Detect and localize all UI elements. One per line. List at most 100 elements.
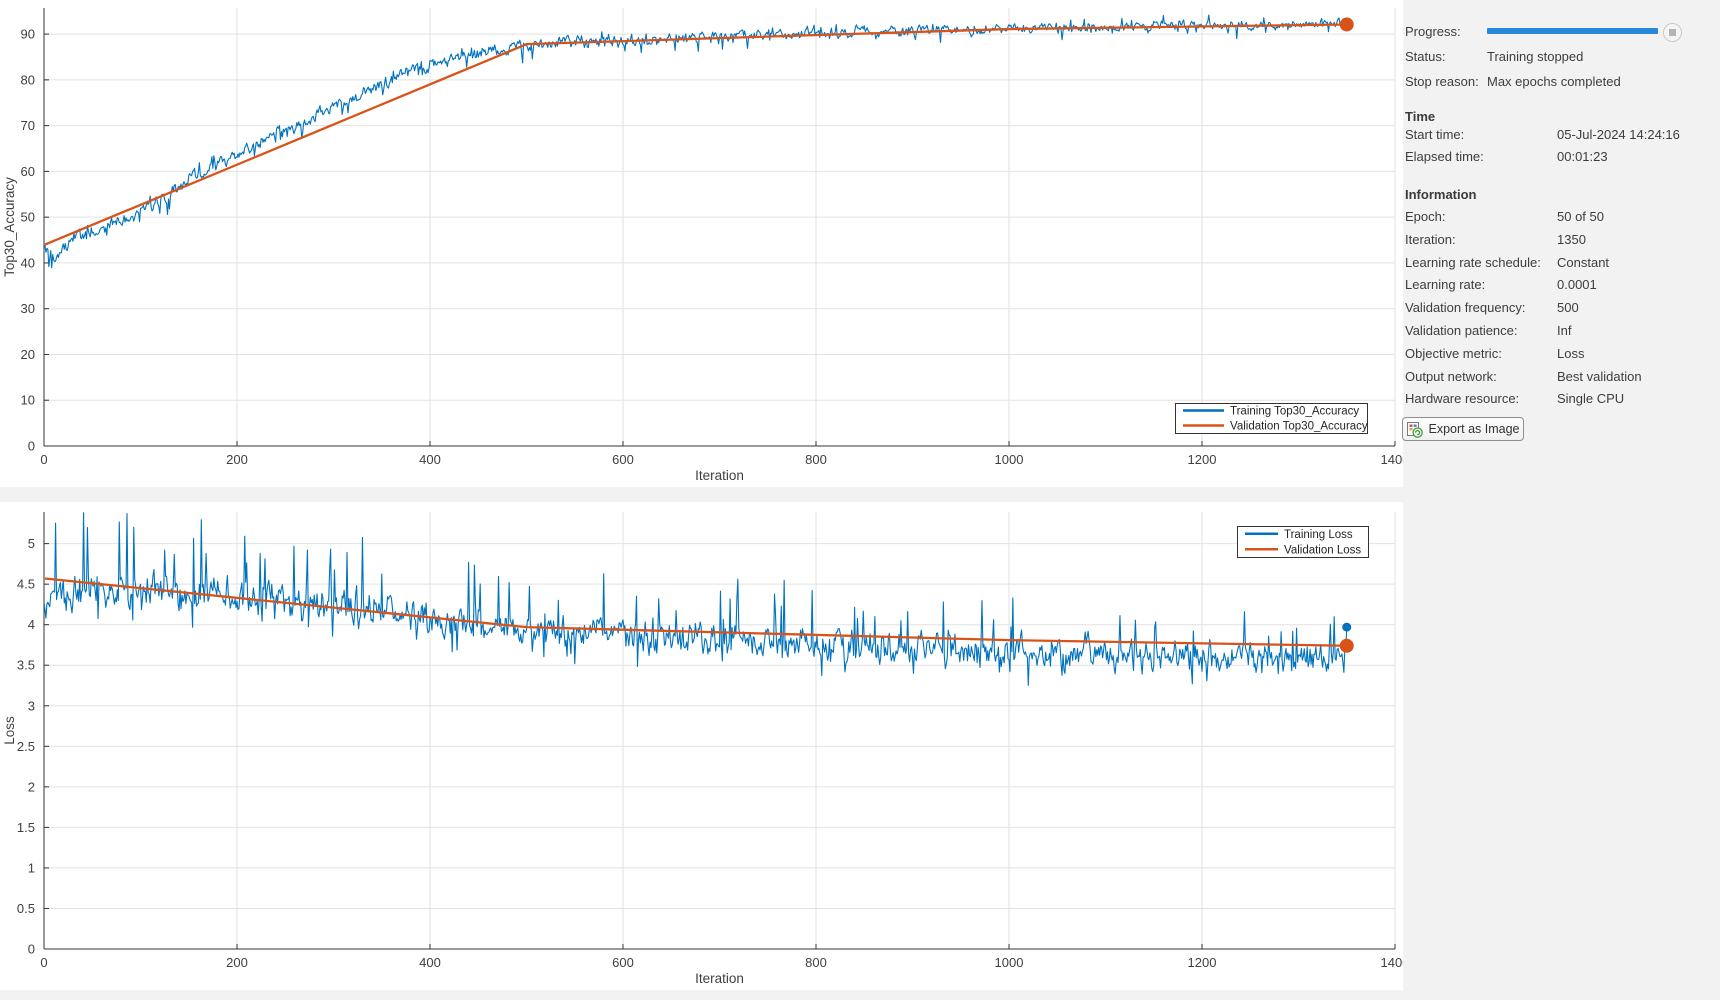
legend: Training Loss Validation Loss xyxy=(1237,526,1369,558)
stop-button[interactable] xyxy=(1663,23,1682,42)
information-value: Loss xyxy=(1557,345,1585,361)
time-value: 00:01:23 xyxy=(1557,149,1608,164)
progress-row: Progress: xyxy=(1405,24,1487,39)
information-section-heading: Information xyxy=(1405,187,1477,202)
svg-text:80: 80 xyxy=(21,72,35,87)
information-label: Iteration: xyxy=(1405,231,1456,247)
final-value-marker xyxy=(1339,638,1354,653)
information-value: Single CPU xyxy=(1557,391,1625,407)
svg-text:200: 200 xyxy=(226,452,248,467)
information-value: 0.0001 xyxy=(1557,277,1597,293)
svg-text:0: 0 xyxy=(40,955,47,970)
information-label: Learning rate schedule: xyxy=(1405,254,1541,270)
information-row: Validation frequency: 500 xyxy=(1405,300,1579,315)
information-row: Epoch: 50 of 50 xyxy=(1405,209,1604,224)
gridlines xyxy=(44,8,1396,446)
svg-text:3: 3 xyxy=(28,698,35,713)
svg-text:5: 5 xyxy=(28,536,35,551)
y-axis-label: Top30_Accuracy xyxy=(2,177,17,277)
status-row: Status: Training stopped xyxy=(1405,49,1583,64)
svg-text:1200: 1200 xyxy=(1188,955,1217,970)
information-label: Learning rate: xyxy=(1405,277,1486,293)
svg-text:800: 800 xyxy=(805,955,827,970)
x-axis-label: Iteration xyxy=(695,468,744,483)
svg-text:400: 400 xyxy=(419,452,441,467)
time-row: Start time: 05-Jul-2024 14:24:16 xyxy=(1405,127,1680,142)
svg-text:Validation Loss: Validation Loss xyxy=(1284,544,1361,556)
svg-text:0: 0 xyxy=(28,942,35,957)
final-value-marker xyxy=(1339,17,1354,32)
information-label: Objective metric: xyxy=(1405,345,1502,361)
information-value: Constant xyxy=(1557,254,1610,270)
information-row: Learning rate schedule: Constant xyxy=(1405,255,1609,270)
svg-text:1: 1 xyxy=(28,860,35,875)
time-label: Elapsed time: xyxy=(1405,149,1484,164)
time-section-heading: Time xyxy=(1405,109,1436,124)
information-label: Validation frequency: xyxy=(1405,300,1526,316)
axes xyxy=(43,8,1396,447)
svg-text:400: 400 xyxy=(419,955,441,970)
svg-text:30: 30 xyxy=(21,301,35,316)
svg-text:40: 40 xyxy=(21,255,35,270)
svg-text:1000: 1000 xyxy=(995,955,1024,970)
svg-text:90: 90 xyxy=(21,27,35,42)
svg-text:50: 50 xyxy=(21,210,35,225)
legend: Training Top30_Accuracy Validation Top30_… xyxy=(1175,403,1368,434)
svg-text:20: 20 xyxy=(21,347,35,362)
time-row: Elapsed time: 00:01:23 xyxy=(1405,149,1608,164)
information-label: Hardware resource: xyxy=(1405,391,1520,407)
progress-label: Progress: xyxy=(1405,24,1461,39)
svg-text:600: 600 xyxy=(612,452,634,467)
svg-text:600: 600 xyxy=(612,955,634,970)
svg-text:800: 800 xyxy=(805,452,827,467)
export-button-label: Export as Image xyxy=(1428,422,1520,436)
stop-reason-label: Stop reason: xyxy=(1405,74,1479,89)
axes xyxy=(43,512,1396,950)
series-validation-loss xyxy=(44,577,1347,647)
series-validation-top30-accuracy xyxy=(44,23,1347,246)
svg-text:0: 0 xyxy=(28,439,35,454)
information-value: 50 of 50 xyxy=(1557,209,1604,224)
information-row: Hardware resource: Single CPU xyxy=(1405,391,1624,406)
x-axis-label: Iteration xyxy=(695,971,744,986)
information-row: Iteration: 1350 xyxy=(1405,232,1586,247)
svg-text:1200: 1200 xyxy=(1188,452,1217,467)
export-as-image-button[interactable]: Export as Image xyxy=(1402,417,1524,441)
time-label: Start time: xyxy=(1405,127,1465,142)
series-training-top30-accuracy xyxy=(44,14,1348,269)
status-value: Training stopped xyxy=(1487,49,1584,64)
information-value: Best validation xyxy=(1557,368,1642,384)
time-value: 05-Jul-2024 14:24:16 xyxy=(1557,127,1680,142)
svg-text:4: 4 xyxy=(28,617,35,632)
information-label: Epoch: xyxy=(1405,209,1446,224)
information-label: Validation patience: xyxy=(1405,323,1518,338)
svg-text:Training Loss: Training Loss xyxy=(1284,529,1353,541)
export-image-icon xyxy=(1407,421,1424,438)
information-value: Inf xyxy=(1557,323,1572,338)
svg-text:200: 200 xyxy=(226,955,248,970)
svg-text:2: 2 xyxy=(28,779,35,794)
information-row: Learning rate: 0.0001 xyxy=(1405,277,1597,292)
stop-reason-value: Max epochs completed xyxy=(1487,74,1621,89)
information-label: Output network: xyxy=(1405,368,1497,384)
gridlines xyxy=(44,512,1396,949)
svg-text:4.5: 4.5 xyxy=(17,577,35,592)
progress-bar xyxy=(1487,28,1658,34)
svg-text:0: 0 xyxy=(40,452,47,467)
information-row: Objective metric: Loss xyxy=(1405,346,1584,361)
final-value-marker xyxy=(1342,622,1352,632)
svg-text:Validation Top30_Accuracy: Validation Top30_Accuracy xyxy=(1230,421,1368,433)
information-value: 1350 xyxy=(1557,231,1586,247)
svg-text:1.5: 1.5 xyxy=(17,820,35,835)
series-training-loss xyxy=(44,512,1348,686)
stop-icon xyxy=(1669,29,1676,36)
information-value: 500 xyxy=(1557,300,1579,316)
information-row: Validation patience: Inf xyxy=(1405,323,1571,338)
